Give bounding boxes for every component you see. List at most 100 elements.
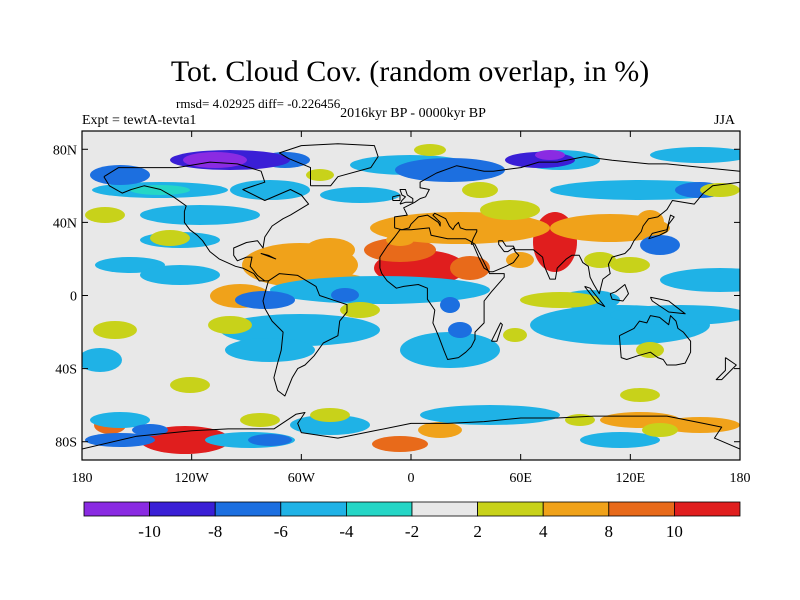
anomaly-patch xyxy=(520,292,600,308)
coastline xyxy=(584,285,606,307)
coastline xyxy=(649,296,686,315)
colorbar-swatch xyxy=(411,501,478,517)
colorbar-swatch xyxy=(149,501,216,517)
anomaly-patch xyxy=(150,230,190,246)
lon-tick-label: 180 xyxy=(72,471,93,486)
colorbar-swatch xyxy=(214,501,282,517)
coastline xyxy=(103,161,310,282)
colorbar-swatch xyxy=(674,501,741,517)
anomaly-patch xyxy=(95,257,165,273)
anomaly-patch xyxy=(620,388,660,402)
coastline xyxy=(609,284,629,302)
anomaly-patch xyxy=(480,200,540,220)
colorbar-swatch xyxy=(83,501,150,517)
anomaly-patch xyxy=(642,423,678,437)
anomaly-patch xyxy=(535,150,565,160)
anomaly-patch xyxy=(414,144,446,156)
coastline xyxy=(379,227,505,360)
anomaly-patch xyxy=(183,152,247,168)
anomaly-patch xyxy=(636,342,664,358)
anomaly-patch xyxy=(462,182,498,198)
anomaly-patch xyxy=(132,424,168,436)
anomaly-patch xyxy=(640,235,680,255)
anomaly-patch xyxy=(340,302,380,318)
lat-tick-label: 0 xyxy=(70,290,77,305)
colorbar-label: 10 xyxy=(666,522,683,541)
anomaly-patch xyxy=(85,207,125,223)
coastline xyxy=(82,412,740,450)
coastline xyxy=(648,214,675,240)
colorbar-label: -10 xyxy=(138,522,161,541)
lon-tick-label: 0 xyxy=(408,471,415,486)
lon-tick-label: 180 xyxy=(730,471,751,486)
anomaly-patch xyxy=(130,185,190,195)
coastline xyxy=(490,322,503,342)
colorbar-label: -8 xyxy=(208,522,222,541)
anomaly-patch xyxy=(372,436,428,452)
experiment-label: Expt = tewtA-tevta1 xyxy=(82,113,197,128)
anomaly-patch xyxy=(418,422,462,438)
colorbar-label: -2 xyxy=(405,522,419,541)
coastline xyxy=(278,143,379,187)
colorbar-swatch xyxy=(542,501,610,517)
colorbar-label: 2 xyxy=(473,522,482,541)
lon-tick-label: 120W xyxy=(175,471,210,486)
anomaly-patch xyxy=(82,348,122,372)
anomaly-patch xyxy=(636,210,664,234)
anomaly-patch xyxy=(503,328,527,342)
anomaly-patch xyxy=(440,297,460,313)
anomaly-patch xyxy=(580,432,660,448)
colorbar-swatch xyxy=(608,501,675,517)
anomaly-patch xyxy=(230,180,310,200)
anomaly-field xyxy=(82,144,740,454)
anomaly-patch xyxy=(650,147,740,163)
colorbar-label: -4 xyxy=(339,522,354,541)
lon-tick-label: 60W xyxy=(288,471,316,486)
colorbar-swatch xyxy=(345,501,413,517)
season-label: JJA xyxy=(714,113,736,128)
anomaly-patch xyxy=(305,238,355,262)
colorbar-label: 4 xyxy=(539,522,548,541)
anomaly-patch xyxy=(240,413,280,427)
anomaly-patch xyxy=(306,169,334,181)
anomaly-patch xyxy=(610,257,650,273)
anomaly-patch xyxy=(170,377,210,393)
anomaly-patch xyxy=(400,332,500,368)
anomaly-patch xyxy=(364,238,436,262)
lon-tick-label: 60E xyxy=(509,471,532,486)
anomaly-patch xyxy=(700,183,740,197)
colorbar-swatch xyxy=(477,501,544,517)
colorbar-swatch xyxy=(280,501,347,517)
anomaly-patch xyxy=(140,205,260,225)
anomaly-patch xyxy=(660,268,740,292)
anomaly-patch xyxy=(320,187,400,203)
coastline xyxy=(715,357,737,381)
anomaly-patch xyxy=(140,265,220,285)
coastline xyxy=(394,156,740,295)
anomaly-patch xyxy=(310,408,350,422)
anomaly-patch xyxy=(290,415,370,435)
colorbar: -10 -8 -6 -4 -2 2 4 8 10 xyxy=(83,501,741,541)
coastline xyxy=(260,253,277,260)
plot-title: Tot. Cloud Cov. (random overlap, in %) xyxy=(170,55,650,88)
anomaly-patch xyxy=(506,252,534,268)
anomaly-patch xyxy=(90,412,150,428)
lat-tick-label: 40S xyxy=(55,363,77,378)
lon-tick-label: 120E xyxy=(616,471,646,486)
period-label: 2016kyr BP - 0000kyr BP xyxy=(340,106,486,121)
lat-tick-label: 80N xyxy=(53,143,77,158)
coastline xyxy=(618,315,692,366)
anomaly-patch xyxy=(235,291,295,309)
anomaly-patch xyxy=(248,434,292,446)
colorbar-label: -6 xyxy=(274,522,288,541)
lat-tick-label: 40N xyxy=(53,216,77,231)
anomaly-patch xyxy=(448,322,472,338)
map-axes: 80N 40N 0 40S 80S 180 120W 60W 0 60E 120E 180 xyxy=(53,131,751,486)
anomaly-patch xyxy=(386,234,414,246)
anomaly-patch xyxy=(225,338,315,362)
anomaly-patch xyxy=(90,165,150,185)
anomaly-patch xyxy=(610,305,740,325)
anomaly-patch xyxy=(208,316,252,334)
